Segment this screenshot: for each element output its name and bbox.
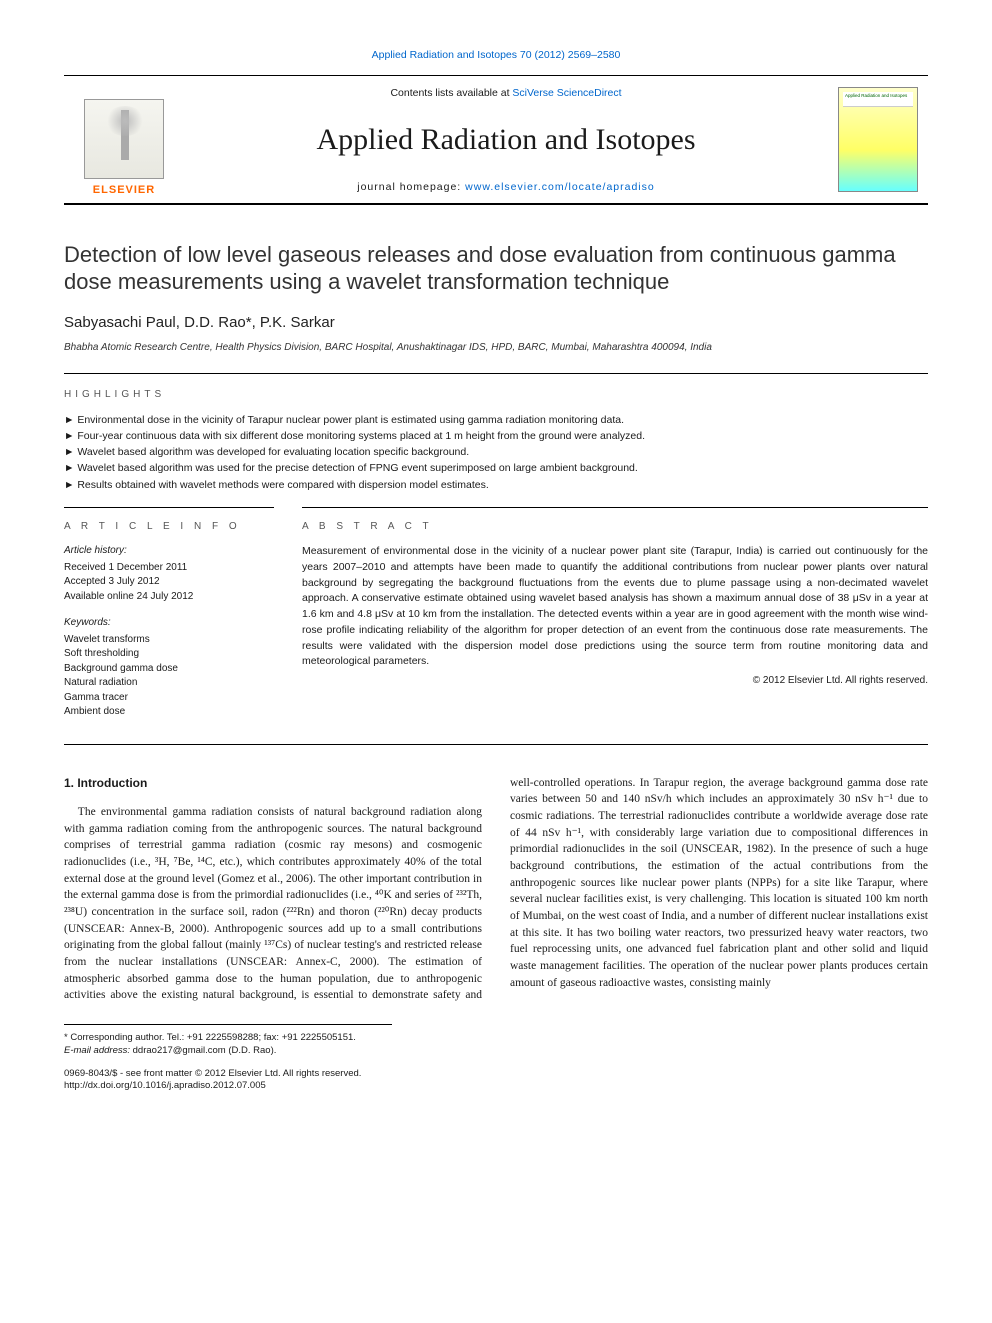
journal-homepage-line: journal homepage: www.elsevier.com/locat… <box>357 180 654 195</box>
cover-thumb-label: Applied Radiation and Isotopes <box>845 93 907 99</box>
history-item: Received 1 December 2011 <box>64 561 274 576</box>
section-heading-introduction: 1. Introduction <box>64 775 482 792</box>
highlights-list: Environmental dose in the vicinity of Ta… <box>64 412 928 493</box>
masthead: ELSEVIER Contents lists available at Sci… <box>64 75 928 205</box>
homepage-prefix: journal homepage: <box>357 181 465 193</box>
highlight-item: Results obtained with wavelet methods we… <box>64 477 928 493</box>
highlights-label: HIGHLIGHTS <box>64 388 928 402</box>
front-matter-line: 0969-8043/$ - see front matter © 2012 El… <box>64 1068 928 1081</box>
article-info-label: a r t i c l e i n f o <box>64 520 274 534</box>
abstract-label: a b s t r a c t <box>302 520 928 534</box>
affiliation: Bhabha Atomic Research Centre, Health Ph… <box>64 341 928 355</box>
contents-prefix: Contents lists available at <box>390 87 512 99</box>
article-title: Detection of low level gaseous releases … <box>64 241 928 296</box>
corr-author-line: * Corresponding author. Tel.: +91 222559… <box>64 1031 392 1044</box>
article-history: Article history: Received 1 December 201… <box>64 544 274 604</box>
journal-cover-thumbnail[interactable]: Applied Radiation and Isotopes <box>838 87 918 192</box>
keyword-item: Wavelet transforms <box>64 633 274 648</box>
keywords-block: Keywords: Wavelet transforms Soft thresh… <box>64 616 274 720</box>
masthead-center: Contents lists available at SciVerse Sci… <box>184 76 828 203</box>
journal-reference[interactable]: Applied Radiation and Isotopes 70 (2012)… <box>64 48 928 63</box>
history-item: Accepted 3 July 2012 <box>64 575 274 590</box>
corresponding-author-footnote: * Corresponding author. Tel.: +91 222559… <box>64 1024 392 1058</box>
highlight-item: Four-year continuous data with six diffe… <box>64 428 928 444</box>
publisher-logo-block: ELSEVIER <box>64 76 184 203</box>
elsevier-logo[interactable]: ELSEVIER <box>74 89 174 199</box>
highlight-item: Environmental dose in the vicinity of Ta… <box>64 412 928 428</box>
keyword-item: Natural radiation <box>64 676 274 691</box>
history-item: Available online 24 July 2012 <box>64 590 274 605</box>
body-text: 1. Introduction The environmental gamma … <box>64 775 928 1004</box>
journal-name: Applied Radiation and Isotopes <box>316 119 695 161</box>
article-info-column: a r t i c l e i n f o Article history: R… <box>64 507 274 720</box>
abstract-text: Measurement of environmental dose in the… <box>302 544 928 670</box>
body-paragraph: The environmental gamma radiation consis… <box>64 775 928 1004</box>
highlight-item: Wavelet based algorithm was developed fo… <box>64 444 928 460</box>
keyword-item: Ambient dose <box>64 705 274 720</box>
cover-thumb-block: Applied Radiation and Isotopes <box>828 76 928 203</box>
authors-line: Sabyasachi Paul, D.D. Rao*, P.K. Sarkar <box>64 312 928 333</box>
journal-homepage-link[interactable]: www.elsevier.com/locate/apradiso <box>465 181 655 193</box>
footer-meta: 0969-8043/$ - see front matter © 2012 El… <box>64 1068 928 1094</box>
keyword-item: Gamma tracer <box>64 691 274 706</box>
keyword-item: Background gamma dose <box>64 662 274 677</box>
abstract-copyright: © 2012 Elsevier Ltd. All rights reserved… <box>302 674 928 688</box>
info-abstract-row: a r t i c l e i n f o Article history: R… <box>64 507 928 720</box>
divider <box>64 373 928 374</box>
contents-available-line: Contents lists available at SciVerse Sci… <box>390 86 621 101</box>
keywords-header: Keywords: <box>64 616 274 631</box>
email-label: E-mail address: <box>64 1045 130 1056</box>
doi-link[interactable]: http://dx.doi.org/10.1016/j.apradiso.201… <box>64 1080 928 1093</box>
sciencedirect-link[interactable]: SciVerse ScienceDirect <box>512 87 621 99</box>
corr-email-line: E-mail address: ddrao217@gmail.com (D.D.… <box>64 1044 392 1057</box>
abstract-column: a b s t r a c t Measurement of environme… <box>302 507 928 720</box>
publisher-name: ELSEVIER <box>93 183 155 198</box>
keyword-item: Soft thresholding <box>64 647 274 662</box>
corr-email[interactable]: ddrao217@gmail.com (D.D. Rao). <box>133 1045 277 1056</box>
divider <box>64 744 928 745</box>
history-header: Article history: <box>64 544 274 559</box>
highlight-item: Wavelet based algorithm was used for the… <box>64 460 928 476</box>
elsevier-tree-icon <box>84 99 164 179</box>
